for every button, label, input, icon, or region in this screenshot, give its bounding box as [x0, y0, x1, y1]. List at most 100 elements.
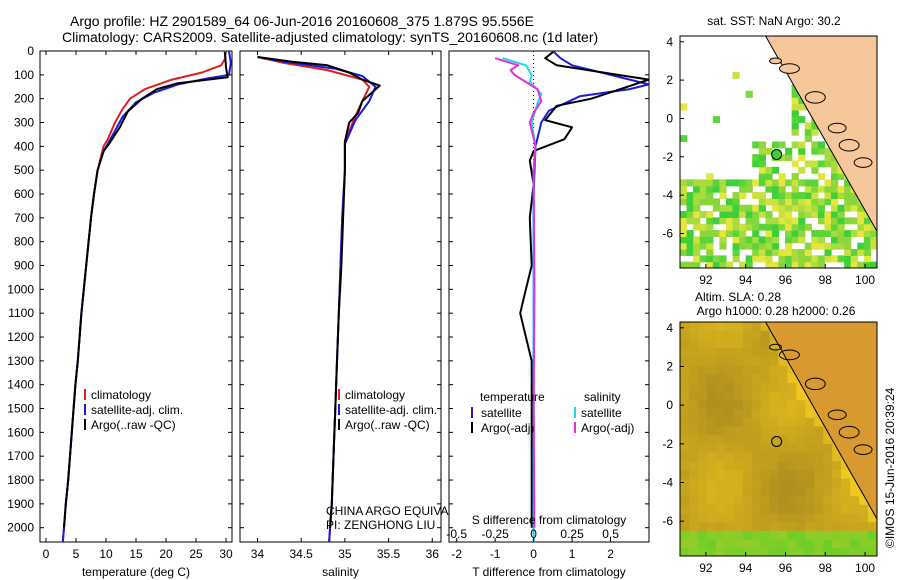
sla-map-cell: [688, 495, 699, 505]
sst-map-cell: [857, 204, 865, 212]
sla-map-cell: [697, 512, 708, 523]
sla-map-cell: [742, 347, 753, 357]
sst-map-cell: [791, 141, 799, 149]
salinity-legend-label: climatology: [345, 388, 405, 402]
sla-map-cell: [805, 434, 816, 444]
sla-map-cell: [814, 547, 825, 556]
sst-map-title: sat. SST: NaN Argo: 30.2: [707, 14, 841, 28]
sla-map-cell: [751, 381, 762, 392]
sla-map-cell: [724, 460, 735, 470]
sla-map-cell: [841, 538, 852, 549]
sla-map-cell: [742, 521, 753, 531]
sla-map-cell: [850, 486, 861, 497]
sla-map-cell: [688, 521, 699, 531]
sla-map-cell: [796, 434, 807, 444]
sla-map-cell: [769, 486, 780, 497]
sst-map-cell: [719, 236, 727, 244]
imos-timestamp: ©IMOS 15-Jun-2016 20:39:24: [883, 387, 897, 548]
sla-map-cell: [733, 451, 744, 462]
sla-island: [838, 425, 860, 439]
depth-tick-label: 1400: [7, 378, 34, 392]
sst-map-cell: [686, 204, 694, 212]
sst-map-cell: [712, 204, 720, 212]
sst-map-cell: [837, 217, 845, 225]
sla-map-cell: [751, 495, 762, 505]
depth-tick-label: 1500: [7, 402, 34, 416]
sla-map-ytick-label: 0: [666, 398, 673, 412]
sst-map-cell: [712, 255, 720, 263]
sst-map-cell: [804, 255, 812, 263]
sst-map-cell: [725, 217, 734, 225]
temperature-tick-label: 10: [99, 547, 113, 561]
sla-map-cell: [760, 355, 771, 366]
temperature-tick-label: 5: [73, 547, 80, 561]
sst-map-cell: [811, 242, 819, 250]
sla-map-cell: [850, 495, 861, 505]
sla-map-cell: [697, 547, 708, 556]
sst-map-cell: [791, 230, 799, 237]
sla-map-cell: [715, 373, 726, 383]
sst-map-cell: [765, 230, 773, 237]
sla-map-cell: [769, 477, 780, 488]
sst-map-cell: [758, 255, 766, 263]
sst-map-cell: [745, 261, 753, 268]
sst-map-cell: [844, 230, 852, 237]
sla-map-cell: [787, 442, 798, 453]
sst-map-cell: [778, 192, 786, 199]
sst-map-cell: [857, 217, 865, 225]
sst-map-cell: [680, 185, 688, 193]
difference-legend-title-salinity: salinity: [584, 390, 621, 404]
sla-map-cell: [742, 381, 753, 392]
sst-map-cell: [693, 255, 701, 263]
sst-map-cell: [771, 192, 780, 199]
sla-map-cell: [733, 416, 744, 427]
sla-map-cell: [769, 355, 780, 366]
sla-map-cell: [778, 399, 789, 410]
sla-map-cell: [697, 347, 708, 357]
sla-map-cell: [868, 512, 877, 523]
sst-map-cell: [811, 147, 819, 155]
sst-map-cell: [680, 211, 688, 218]
sla-map-cell: [769, 425, 780, 436]
sst-map-cell: [745, 211, 753, 218]
sst-map-cell: [870, 230, 877, 237]
sla-map-cell: [742, 451, 753, 462]
sla-map-cell: [715, 512, 726, 523]
sla-map-cell: [680, 468, 690, 479]
sst-map-cell: [863, 242, 872, 250]
sla-map-cell: [724, 364, 735, 375]
sla-map-cell: [724, 381, 735, 392]
sst-map-cell: [752, 204, 760, 212]
sla-map-cell: [814, 477, 825, 488]
sla-map-cell: [697, 408, 708, 418]
sla-map-cell: [796, 408, 807, 418]
sla-map-cell: [769, 460, 780, 470]
sla-argo-position-marker: [771, 435, 783, 447]
sla-map-cell: [706, 347, 717, 357]
sst-map-cell: [745, 242, 753, 250]
sst-map-cell: [758, 166, 766, 174]
sst-map-cell: [765, 185, 773, 193]
sla-map-cell: [724, 442, 735, 453]
sst-map-cell: [837, 166, 845, 174]
sst-map-cell: [798, 211, 806, 218]
sla-map-cell: [742, 416, 753, 427]
sla-map-cell: [841, 512, 852, 523]
sla-map-cell: [760, 347, 771, 357]
sst-map-cell: [857, 249, 865, 256]
sst-map-cell: [699, 255, 707, 263]
sst-map-cell: [824, 230, 832, 237]
depth-tick-label: 2000: [7, 521, 34, 535]
sst-map-cell: [732, 211, 740, 218]
sla-map-cell: [796, 512, 807, 523]
sst-map-cell: [693, 261, 701, 268]
sla-map-cell: [778, 408, 789, 418]
sst-map-cell: [824, 185, 832, 193]
sla-map-subtitle: Argo h1000: 0.28 h2000: 0.26: [697, 304, 856, 318]
sst-map-cell: [824, 192, 832, 199]
sla-map-cell: [787, 373, 798, 383]
salinity-series-group: [257, 56, 381, 542]
sst-map-cell: [798, 198, 806, 206]
sst-map-cell: [863, 249, 872, 256]
sla-map-cell: [706, 364, 717, 375]
